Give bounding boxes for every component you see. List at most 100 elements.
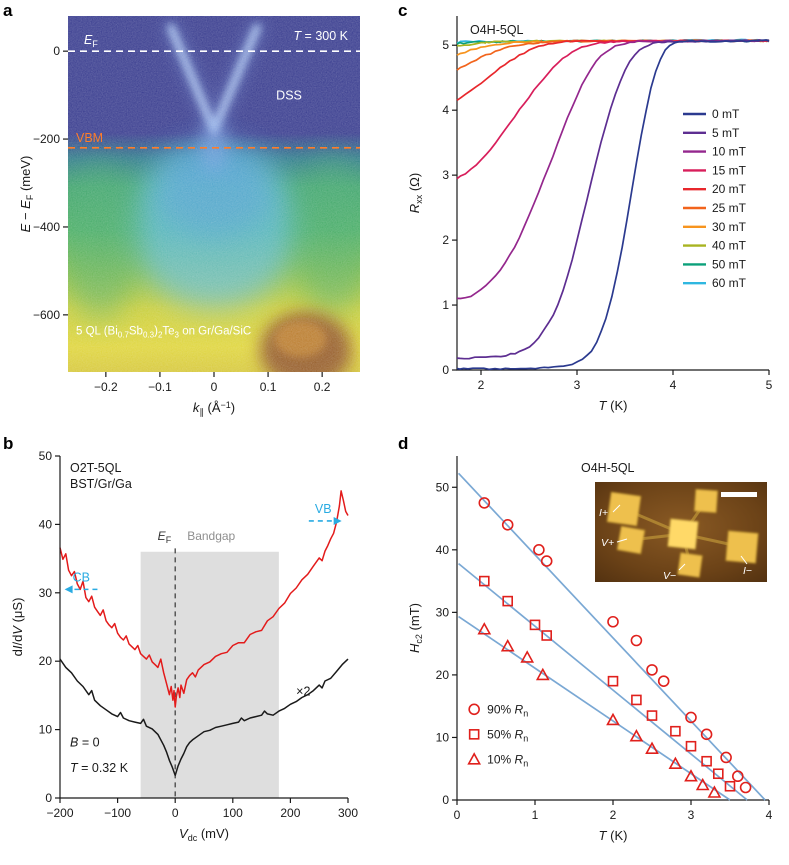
svg-text:Hc2 (mT): Hc2 (mT) <box>407 603 424 653</box>
dss-label: DSS <box>276 89 302 103</box>
svg-text:50% Rn: 50% Rn <box>487 727 528 743</box>
svg-text:0: 0 <box>45 791 52 805</box>
svg-text:−0.2: −0.2 <box>94 380 118 394</box>
panel-letter-c: c <box>398 1 408 20</box>
scatter-series-1 <box>479 575 736 792</box>
axes: 2 3 4 5 0 1 2 3 4 5 T (K) Rxx (Ω) <box>407 16 773 413</box>
cb-label: CB <box>73 570 90 584</box>
svg-text:40 mT: 40 mT <box>712 239 747 253</box>
svg-text:20 mT: 20 mT <box>712 182 747 196</box>
svg-text:Vdc (mV): Vdc (mV) <box>179 826 229 843</box>
inset-label-v-plus: V+ <box>601 537 614 549</box>
ef-label: EF <box>84 33 98 49</box>
arpes-image <box>68 16 360 372</box>
svg-text:90% Rn: 90% Rn <box>487 702 528 718</box>
svg-text:1: 1 <box>442 298 449 312</box>
svg-text:0: 0 <box>211 380 218 394</box>
svg-text:2: 2 <box>610 808 617 822</box>
rt-curves <box>456 38 770 371</box>
svg-text:−100: −100 <box>104 806 131 820</box>
panel-letter-b: b <box>3 434 14 453</box>
svg-text:k∥ (Å−1): k∥ (Å−1) <box>193 400 235 417</box>
svg-text:T (K): T (K) <box>599 398 628 413</box>
panel-c-resistance-chart: 2 3 4 5 0 1 2 3 4 5 T (K) Rxx (Ω) O4H-5QL 0 mT 5 mT 10 … <box>407 16 773 413</box>
legend: 90% Rn 50% Rn 10% Rn <box>467 702 528 768</box>
svg-text:0: 0 <box>172 806 179 820</box>
svg-text:100: 100 <box>223 806 243 820</box>
svg-text:25 mT: 25 mT <box>712 201 747 215</box>
panel-letter-a: a <box>3 1 13 20</box>
svg-text:15 mT: 15 mT <box>712 163 747 177</box>
panel-letter-d: d <box>398 434 409 453</box>
sample-label-2: BST/Gr/Ga <box>70 477 132 491</box>
svg-text:5: 5 <box>442 38 449 52</box>
scale-bar <box>721 492 757 497</box>
svg-text:0: 0 <box>442 793 449 807</box>
svg-text:30: 30 <box>436 605 450 619</box>
panel-b-didv-chart: EF Bandgap CB VB O2T-5QL BST/Gr/Ga ×2 B = 0 T = … <box>10 449 358 843</box>
svg-text:0: 0 <box>442 363 449 377</box>
didv-curve-0 <box>59 490 349 708</box>
axes: −200 −100 0 100 200 300 0 10 20 30 40 50 Vdc (mV) dI/… <box>10 449 358 843</box>
bandgap-label: Bandgap <box>187 529 235 543</box>
vbm-label: VBM <box>76 131 103 145</box>
panel-d-title: O4H-5QL <box>581 461 635 475</box>
vb-label: VB <box>315 502 332 516</box>
svg-text:40: 40 <box>39 517 53 531</box>
inset-label-i-minus: I− <box>743 565 752 577</box>
svg-text:dI/dV (μS): dI/dV (μS) <box>10 598 25 657</box>
svg-text:4: 4 <box>670 378 677 392</box>
svg-text:10 mT: 10 mT <box>712 145 747 159</box>
svg-text:300: 300 <box>338 806 358 820</box>
svg-text:50 mT: 50 mT <box>712 257 747 271</box>
svg-text:20: 20 <box>39 654 53 668</box>
svg-text:10: 10 <box>39 723 53 737</box>
series-5mT <box>456 39 770 360</box>
scatter-series-2 <box>477 622 722 798</box>
bandgap-region <box>140 551 279 798</box>
series-0mT <box>456 39 770 371</box>
svg-text:50: 50 <box>436 480 450 494</box>
fit-line-0 <box>457 472 766 801</box>
legend: 0 mT 5 mT 10 mT 15 mT 20 mT 25 mT 30 mT 40 mT 50… <box>683 107 747 290</box>
svg-text:4: 4 <box>766 808 773 822</box>
inset-pad-4 <box>677 552 703 578</box>
svg-text:0.2: 0.2 <box>314 380 331 394</box>
svg-text:−600: −600 <box>33 308 60 322</box>
fit-line-1 <box>458 562 748 801</box>
svg-text:5: 5 <box>766 378 773 392</box>
didv-curve-1 <box>59 658 349 777</box>
svg-text:−0.1: −0.1 <box>148 380 172 394</box>
svg-text:60 mT: 60 mT <box>712 276 747 290</box>
cb-arrowhead-icon <box>64 585 73 594</box>
svg-text:3: 3 <box>574 378 581 392</box>
device-inset: I+ V+ V− I− <box>595 482 767 582</box>
svg-text:0: 0 <box>53 44 60 58</box>
svg-text:E − EF (meV): E − EF (meV) <box>18 156 35 233</box>
vb-arrowhead-icon <box>333 516 342 525</box>
svg-text:30 mT: 30 mT <box>712 220 747 234</box>
inset-label-v-minus: V− <box>663 570 676 582</box>
scatter-series-0 <box>478 497 752 794</box>
svg-text:3: 3 <box>442 168 449 182</box>
inset-pad-5 <box>725 530 759 564</box>
svg-text:4: 4 <box>442 103 449 117</box>
svg-text:10: 10 <box>436 730 450 744</box>
svg-text:30: 30 <box>39 586 53 600</box>
inset-pad-3 <box>667 518 699 550</box>
svg-text:1: 1 <box>532 808 539 822</box>
svg-text:20: 20 <box>436 668 450 682</box>
field-label: B = 0 <box>70 736 100 750</box>
svg-text:T (K): T (K) <box>599 828 628 843</box>
inset-pad-0 <box>606 491 642 527</box>
svg-text:200: 200 <box>280 806 300 820</box>
svg-text:10% Rn: 10% Rn <box>487 752 528 768</box>
svg-text:40: 40 <box>436 543 450 557</box>
svg-text:Rxx (Ω): Rxx (Ω) <box>407 173 424 213</box>
svg-text:50: 50 <box>39 449 53 463</box>
series-20mT <box>456 39 770 102</box>
svg-text:0.1: 0.1 <box>260 380 277 394</box>
